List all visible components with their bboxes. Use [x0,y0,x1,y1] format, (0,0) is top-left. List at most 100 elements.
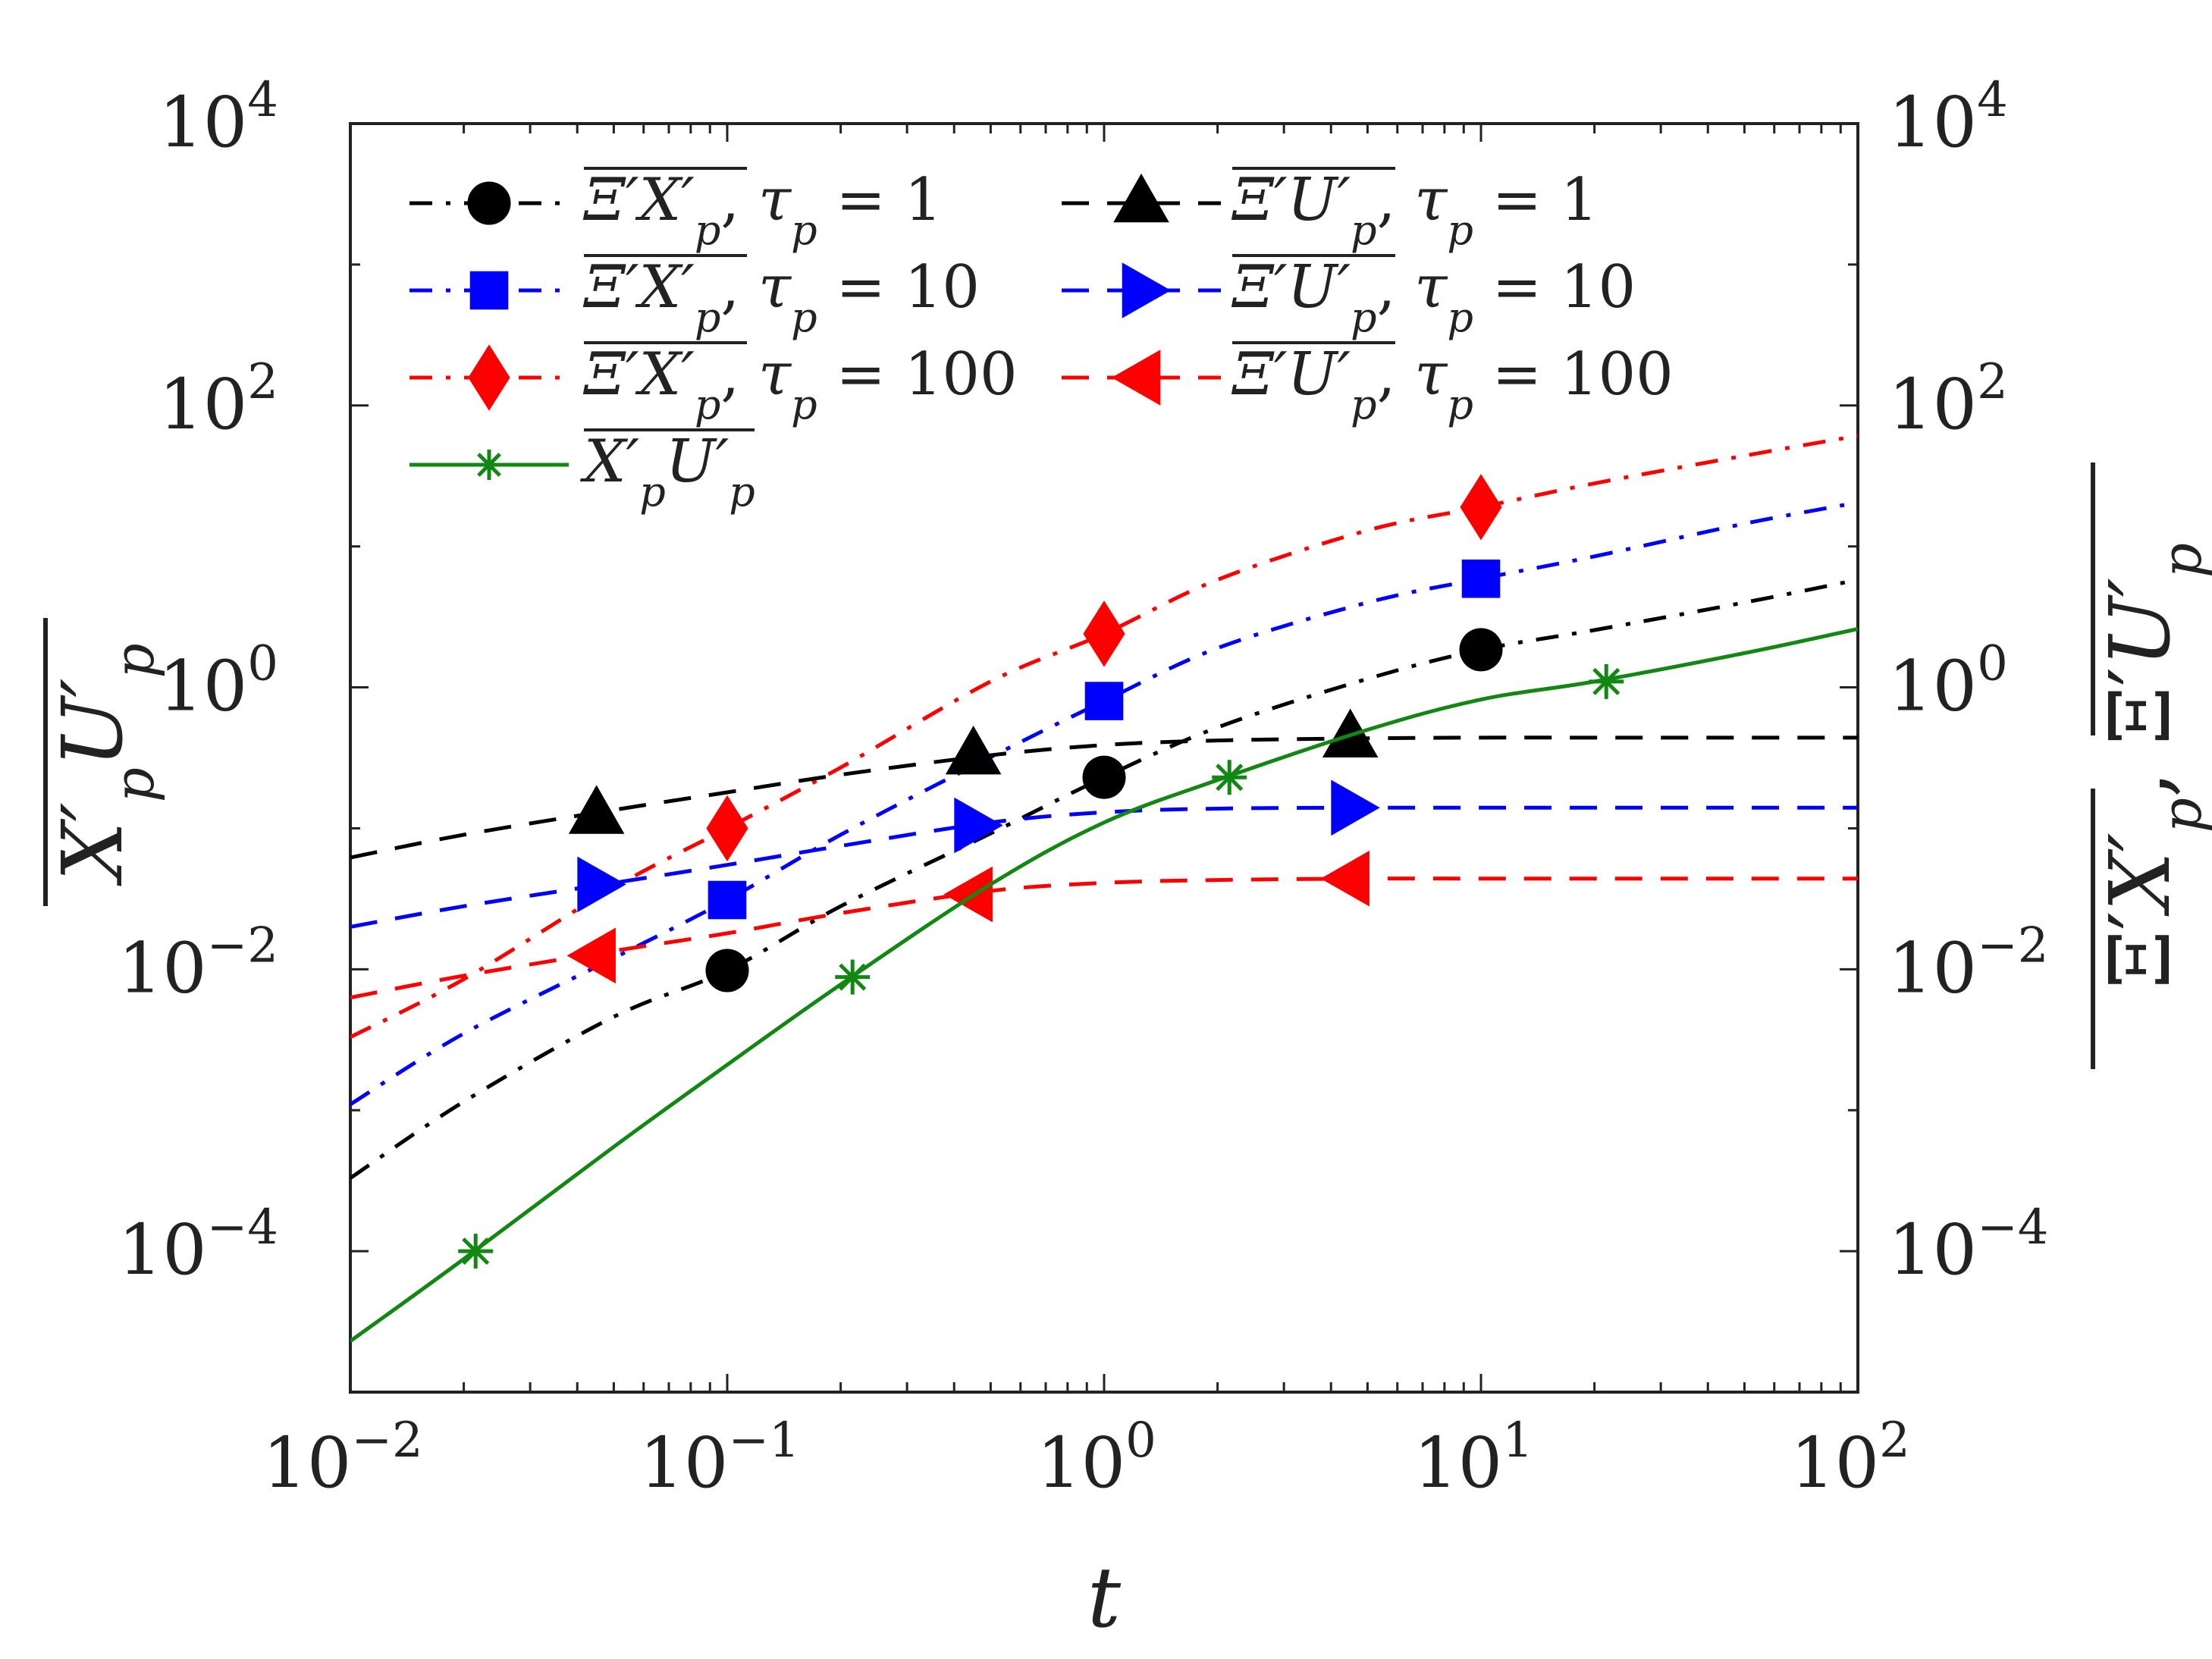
legend-label-tau: τ [758,340,792,409]
y-tick-label-left: 104 [158,72,278,163]
y-tick-label-right-exp: 4 [1977,72,2008,128]
x-tick-label-base: 10 [262,1422,351,1504]
right-y-label-xi2: Ξ′ [2091,667,2188,745]
legend-marker [1113,173,1169,223]
legend-label: X′pU′p [579,428,755,516]
legend-label: Ξ′U′p, τp = 1 [1231,166,1599,254]
legend-label-comma: , [1377,166,1415,234]
y-tick-label-right: 102 [1888,354,2008,445]
legend-label: Ξ′X′p, τp = 1 [582,166,942,254]
x-tick-label-exp: −2 [351,1413,422,1469]
y-tick-label-left: 100 [158,636,278,727]
legend-label-sub: p [1351,293,1377,341]
y-tick-label-left-base: 10 [158,364,247,445]
legend-label-main: Ξ′X′ [582,166,695,234]
left-y-label-x: X′ [44,802,141,886]
data-point-xu [1212,760,1247,795]
legend-label-main: Ξ′X′ [582,253,695,321]
legend-label-sub: p [639,468,666,516]
x-tick-label-base: 10 [1037,1422,1125,1504]
y-tick-label-right: 104 [1888,72,2008,163]
x-tick-label-base: 10 [1790,1422,1879,1504]
y-tick-label-right-exp: 2 [1977,354,2008,410]
y-tick-label-left-base: 10 [118,1209,207,1291]
legend-label-tau-sub: p [1447,206,1473,254]
svg-text:Ξ′X′p, Ξ′U′p: Ξ′X′p, Ξ′U′p [2091,543,2212,989]
legend-label-tau-sub: p [1447,381,1473,428]
x-tick-label: 10−2 [262,1413,422,1504]
svg-text:X′pU′p: X′pU′p [44,643,166,886]
legend-label: Ξ′X′p, τp = 10 [582,253,980,341]
x-tick-label: 100 [1037,1413,1156,1504]
legend-label-main: X′ [579,428,640,496]
legend-entry-xi_x_tau10: Ξ′X′p, τp = 10 [409,253,980,341]
y-tick-label-right-base: 10 [1888,646,1977,727]
data-point-xi_x_tau100 [1460,474,1502,541]
y-tick-label-left-exp: −2 [207,917,278,974]
legend-label-tau-sub: p [791,381,817,428]
legend-label-comma: , [720,340,758,409]
x-tick-label-exp: −1 [728,1413,799,1469]
legend-label-mid: U′ [666,428,729,496]
legend: Ξ′X′p, τp = 1Ξ′X′p, τp = 10Ξ′X′p, τp = 1… [409,166,1674,516]
legend-marker [469,271,509,310]
data-point-xi_u_tau100 [943,866,993,923]
legend-label-tau: τ [1414,253,1448,321]
legend-label-sub: p [1351,381,1377,428]
y-tick-label-left-base: 10 [158,646,247,727]
series-line-xi_x_tau10 [350,500,1858,1106]
data-point-xi_x_tau10 [1461,559,1501,598]
series-line-xi_u_tau10 [350,805,1858,929]
y-tick-label-right-exp: −2 [1977,917,2048,974]
left-y-label-u: U′ [44,678,141,767]
legend-label-value: = 10 [1473,253,1636,321]
legend-label-sub2: p [729,468,755,516]
series-xi_x_tau1 [350,578,1858,1180]
data-point-xi_x_tau100 [1083,601,1125,667]
legend-label-comma: , [720,166,758,234]
series-line-xi_x_tau100 [350,434,1858,1040]
right-y-label-x: X′ [2091,833,2188,917]
legend-label-sub: p [695,381,721,428]
legend-label-main: Ξ′U′ [1231,253,1351,321]
series-line-xi_u_tau100 [350,877,1858,1000]
data-point-xi_u_tau1 [568,785,625,834]
x-tick-label-exp: 1 [1502,1413,1533,1469]
data-point-xi_x_tau1 [705,949,749,993]
legend-label-value: = 100 [1473,340,1674,409]
y-tick-label-right-exp: −4 [1977,1200,2048,1256]
x-tick-label-base: 10 [639,1422,728,1504]
series-line-xi_u_tau1 [350,735,1858,860]
y-tick-label-right: 10−2 [1888,917,2048,1008]
series-xi_u_tau1 [350,708,1858,860]
legend-label-main: Ξ′X′ [582,340,695,409]
x-axis-label: t [1087,1549,1122,1646]
data-point-xu [458,1234,494,1269]
series-xu [350,626,1858,1343]
data-point-xi_x_tau100 [706,795,748,862]
data-point-xi_u_tau10 [1331,779,1380,836]
y-tick-label-left-base: 10 [118,927,207,1008]
data-point-xi_u_tau10 [954,797,1003,854]
legend-label: Ξ′U′p, τp = 10 [1231,253,1636,341]
x-tick-label: 102 [1790,1413,1910,1504]
legend-marker [474,450,504,480]
legend-entry-xu: X′pU′p [409,428,755,516]
y-tick-label-left-exp: −4 [207,1200,278,1256]
data-point-xi_u_tau100 [566,927,616,984]
legend-entry-xi_x_tau1: Ξ′X′p, τp = 1 [409,166,942,254]
y-tick-label-left-exp: 0 [247,636,278,692]
legend-entry-xi_u_tau1: Ξ′U′p, τp = 1 [1062,166,1599,254]
y-tick-label-left-exp: 4 [247,72,278,128]
legend-label-sub: p [695,293,721,341]
y-tick-label-left: 10−4 [118,1200,278,1291]
right-y-label-xi1: Ξ′ [2091,911,2188,989]
y-tick-label-right-base: 10 [1888,82,1977,163]
legend-entry-xi_u_tau10: Ξ′U′p, τp = 10 [1062,253,1636,341]
legend-entry-xi_x_tau100: Ξ′X′p, τp = 100 [409,340,1018,428]
legend-label-main: Ξ′U′ [1231,166,1351,234]
series-xi_x_tau100 [350,434,1858,1040]
y-tick-label-right-base: 10 [1888,1209,1977,1291]
data-point-xu [1589,663,1624,699]
legend-label-main: Ξ′U′ [1231,340,1351,409]
